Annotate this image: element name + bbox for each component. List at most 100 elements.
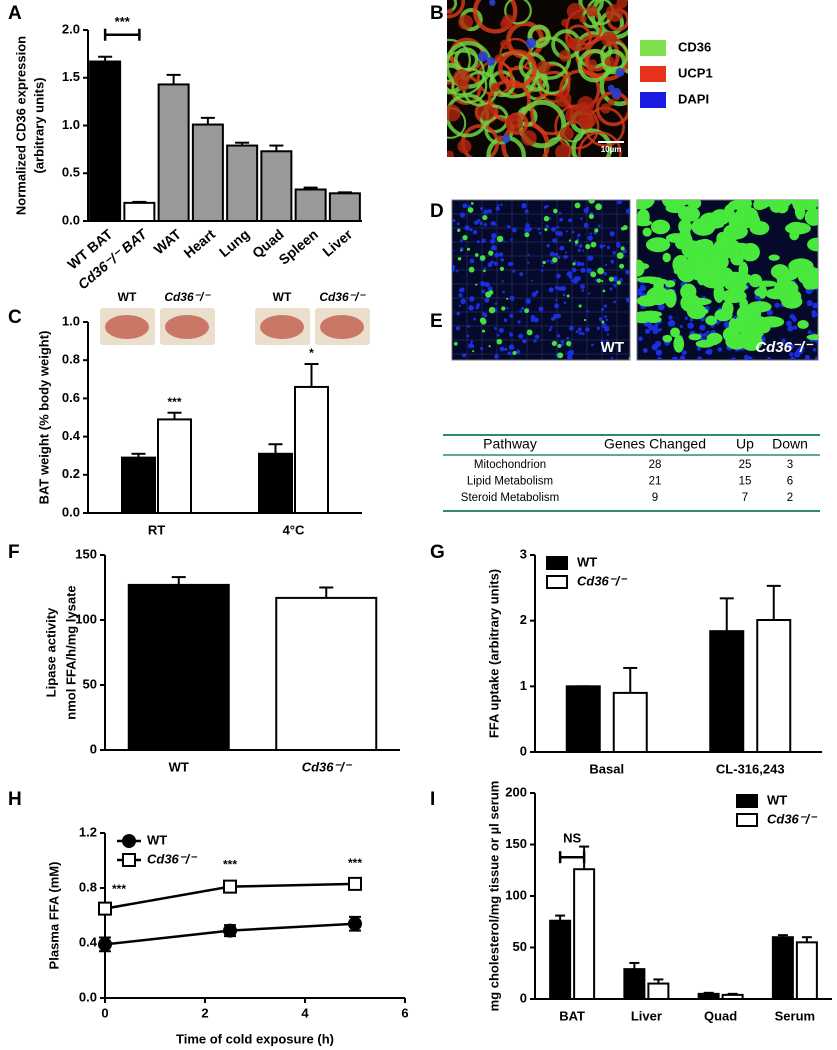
cell-body (569, 37, 584, 52)
nucleus (575, 330, 579, 333)
nucleus (576, 238, 580, 241)
droplet (786, 221, 806, 234)
photo-tissue (165, 315, 209, 339)
droplet (628, 357, 630, 360)
droplet (736, 304, 762, 323)
cell-body (577, 96, 595, 114)
nucleus (553, 313, 558, 319)
image-caption: Cd36⁻/⁻ (755, 339, 814, 356)
x-tick-label: BAT (559, 1008, 585, 1023)
droplet (543, 215, 550, 222)
nucleus (524, 209, 529, 214)
droplet (730, 335, 744, 345)
table-cell: 7 (742, 492, 748, 504)
nucleus (814, 356, 818, 360)
droplet (472, 350, 475, 353)
droplet (679, 232, 693, 250)
panel-label: E (430, 311, 443, 332)
nucleus (589, 232, 592, 235)
droplet (542, 260, 546, 265)
nucleus (789, 313, 795, 320)
y-axis-label: mg cholesterol/mg tissue or µl serum (486, 781, 501, 1012)
nucleus (498, 252, 504, 257)
micrograph-content (637, 200, 818, 360)
droplet (475, 283, 478, 286)
nucleus (578, 244, 583, 248)
droplet (501, 306, 506, 311)
y-tick-label: 0.2 (62, 466, 80, 481)
nucleus (560, 343, 564, 347)
cell-outline (554, 104, 600, 150)
annotation: *** (167, 395, 181, 409)
droplet (804, 208, 818, 226)
nucleus (560, 339, 565, 344)
droplet (506, 297, 509, 300)
nucleus (587, 255, 594, 261)
micrograph-content (452, 200, 630, 360)
droplet (713, 238, 736, 253)
nucleus (606, 245, 611, 250)
nucleus (480, 347, 484, 351)
nucleus (604, 315, 607, 318)
droplet (797, 266, 818, 286)
nucleus (576, 261, 582, 267)
nucleus (509, 333, 513, 337)
nucleus (615, 67, 625, 77)
droplet (740, 329, 764, 339)
cell-body (605, 4, 624, 22)
droplet (665, 280, 676, 288)
y-tick-label: 150 (75, 546, 97, 561)
nucleus (613, 300, 617, 304)
micrograph (451, 199, 631, 361)
droplet (637, 200, 655, 210)
nucleus (568, 325, 574, 331)
legend-label: CD36 (678, 39, 711, 54)
nucleus (494, 354, 499, 359)
nucleus (502, 290, 505, 294)
nucleus (786, 320, 792, 327)
nucleus (563, 301, 567, 304)
x-tick-label: WT (169, 759, 189, 774)
nucleus (517, 320, 521, 324)
bar (623, 968, 646, 1001)
droplet (662, 334, 673, 343)
y-tick-label: 0.4 (62, 428, 81, 443)
nucleus (607, 84, 615, 92)
droplet (557, 352, 564, 359)
droplet (481, 329, 485, 333)
nucleus (655, 349, 662, 356)
cell-body (565, 106, 584, 125)
image-label: WT (273, 290, 292, 304)
marker (223, 923, 237, 938)
nucleus (538, 306, 544, 312)
nucleus (723, 321, 731, 329)
y-tick-label: 200 (505, 784, 527, 799)
legend-swatch (640, 40, 666, 56)
nucleus (654, 322, 659, 327)
droplet (807, 237, 818, 252)
nucleus (596, 326, 600, 330)
y-tick-label: 50 (513, 939, 527, 954)
panel-label: F (8, 542, 20, 563)
droplet (619, 263, 625, 269)
nucleus (702, 332, 708, 338)
nucleus (668, 319, 676, 327)
cell-body (566, 2, 584, 20)
cell-body (587, 59, 597, 69)
cell-outline (447, 0, 466, 19)
cell-outline (571, 128, 613, 157)
droplet (639, 310, 663, 318)
nucleus (609, 287, 613, 291)
nucleus (557, 256, 561, 259)
droplet (544, 228, 548, 232)
y-tick-label: 150 (505, 836, 527, 851)
droplet (457, 256, 462, 261)
cell-body (537, 60, 551, 74)
droplet (585, 243, 591, 250)
legend-label: WT (767, 792, 787, 807)
nucleus (567, 354, 573, 360)
droplet (662, 252, 671, 263)
nucleus (464, 225, 470, 231)
nucleus (605, 318, 609, 322)
droplet (650, 219, 671, 235)
